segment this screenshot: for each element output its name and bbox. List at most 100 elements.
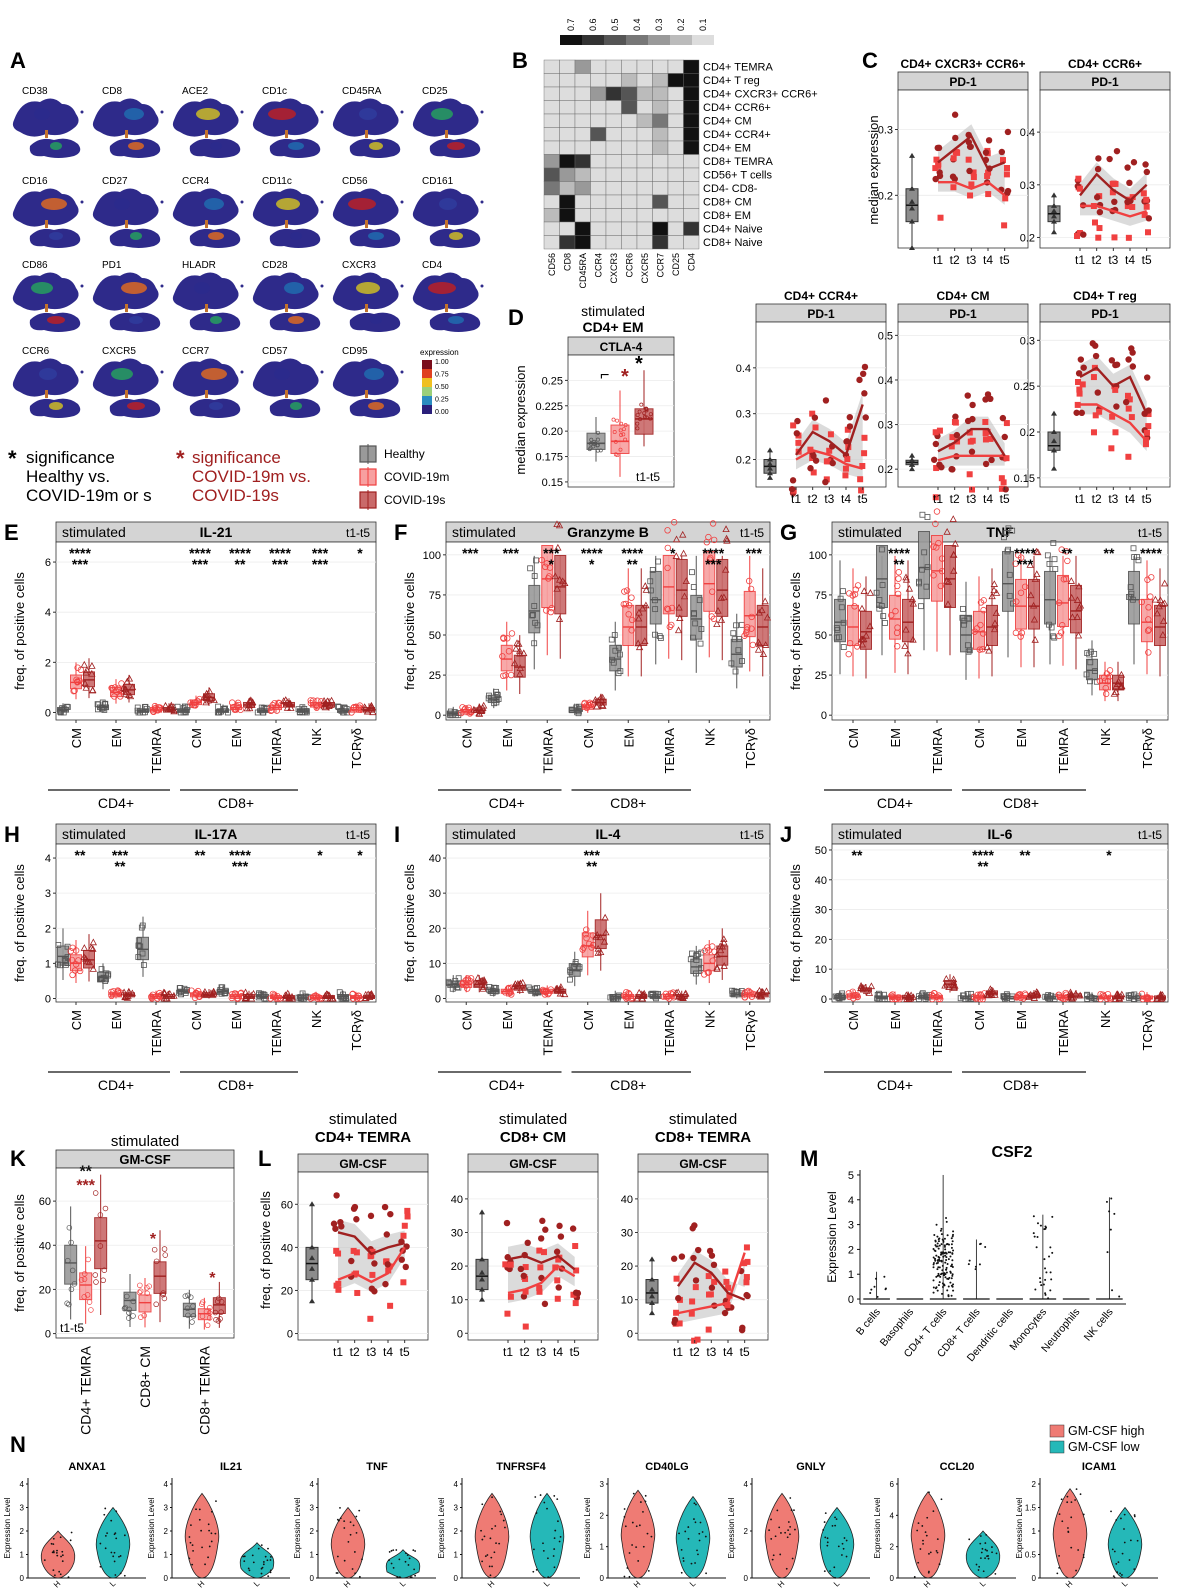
box-point: [309, 994, 317, 1001]
box-point: [138, 1314, 144, 1320]
cell-point: [480, 1529, 482, 1532]
umap-dot: [240, 110, 244, 114]
box-point: [449, 985, 456, 992]
y-axis-title: median expression: [866, 115, 881, 224]
cell-point: [106, 1532, 109, 1535]
box-point: [1072, 989, 1080, 997]
cell-point: [56, 1549, 58, 1552]
box-point: [123, 994, 131, 1001]
severe-trend-line: [507, 1254, 576, 1271]
cell-point: [500, 1513, 503, 1516]
heatmap-colorbar-segment: [626, 35, 648, 45]
box-point: [555, 521, 564, 529]
heatmap-cell: [621, 59, 638, 74]
x-tick-label: t5: [1000, 253, 1010, 267]
expression-point: [945, 1268, 948, 1271]
x-tick-label: TCRγδ: [1140, 1010, 1155, 1050]
umap-hotspot: [34, 108, 50, 120]
umap-marker-label: CXCR5: [102, 346, 136, 357]
severe-trend-line: [1079, 366, 1148, 415]
heatmap-cell: [543, 221, 560, 236]
box-point: [846, 639, 854, 647]
x-tick-label: EM: [229, 728, 244, 748]
mild-point: [933, 156, 940, 163]
expression-point: [950, 1263, 953, 1266]
box-point: [516, 646, 524, 654]
box-point: [82, 954, 90, 962]
box-point: [1131, 991, 1138, 998]
severe-point: [694, 1246, 702, 1254]
box-point: [935, 992, 942, 999]
x-tick-label: EM: [621, 728, 636, 748]
significance-stars: ***: [312, 545, 329, 561]
box-point: [599, 702, 607, 709]
mild-point: [689, 1298, 696, 1305]
cell-point: [110, 1551, 113, 1554]
cell-point: [1070, 1516, 1073, 1519]
mild-point: [954, 149, 961, 156]
box-point: [641, 582, 649, 589]
x-tick-label: EM: [888, 728, 903, 748]
box-point: [274, 993, 281, 1000]
cell-point: [826, 1541, 829, 1544]
heatmap-cell: [683, 113, 700, 128]
cell-point: [207, 1556, 209, 1559]
mild-point: [573, 1267, 580, 1274]
box-point: [1100, 674, 1108, 681]
mild-point: [504, 1310, 511, 1317]
y-tick-label: 3: [45, 888, 51, 900]
box-point: [355, 992, 362, 999]
cell-point: [1067, 1527, 1069, 1529]
box-point: [741, 989, 749, 996]
box-point: [213, 1316, 219, 1323]
cell-point: [1061, 1520, 1064, 1523]
box-body: [1057, 574, 1069, 628]
cell-point: [642, 1510, 644, 1513]
mild-point: [743, 1274, 750, 1281]
cell-point: [267, 1575, 270, 1578]
cell-point: [985, 1533, 988, 1536]
heatmap-cell: [667, 235, 684, 250]
expression-point: [937, 1240, 940, 1243]
box-point: [299, 990, 306, 997]
mild-point: [507, 1293, 514, 1300]
umap-cxcr3: CXCR3: [332, 260, 404, 332]
box-point: [905, 584, 914, 592]
box-point: [635, 413, 640, 417]
box-point: [87, 944, 96, 951]
box-point: [986, 985, 995, 993]
healthy-point: [649, 1310, 655, 1316]
cell-point: [916, 1529, 919, 1532]
cell-point: [789, 1533, 791, 1536]
cell-point: [404, 1560, 407, 1563]
mild-point: [536, 1247, 543, 1254]
expression-point: [938, 1256, 941, 1259]
time-tag: t1-t5: [1138, 526, 1162, 540]
cell-point: [188, 1557, 191, 1560]
mild-point: [400, 1232, 407, 1239]
heatmap-cell: [683, 86, 700, 101]
box-point: [102, 701, 108, 708]
heatmap-colorbar-tick: 0.5: [610, 18, 620, 31]
x-tick-label: t4: [723, 1345, 733, 1359]
box-body: [57, 945, 69, 966]
severe-point: [1095, 155, 1102, 162]
healthy-point: [309, 1265, 315, 1271]
umap-marker-label: CD45RA: [342, 86, 382, 97]
expression-point: [940, 1251, 943, 1254]
box-point: [990, 625, 999, 633]
cell-point: [67, 1576, 70, 1579]
panel-letter-N: N: [10, 1432, 26, 1457]
heatmap-cell: [543, 140, 560, 155]
box-point: [532, 989, 539, 996]
healthy-point: [309, 1298, 315, 1304]
cell-point: [58, 1570, 61, 1573]
cell-point: [1119, 1572, 1121, 1575]
box-point: [486, 984, 493, 990]
box-point: [454, 984, 460, 991]
subplot-title-2: CD8+ TEMRA: [655, 1129, 751, 1146]
box-point: [287, 704, 295, 711]
mild-point: [1090, 429, 1097, 436]
box-point: [161, 1246, 168, 1252]
